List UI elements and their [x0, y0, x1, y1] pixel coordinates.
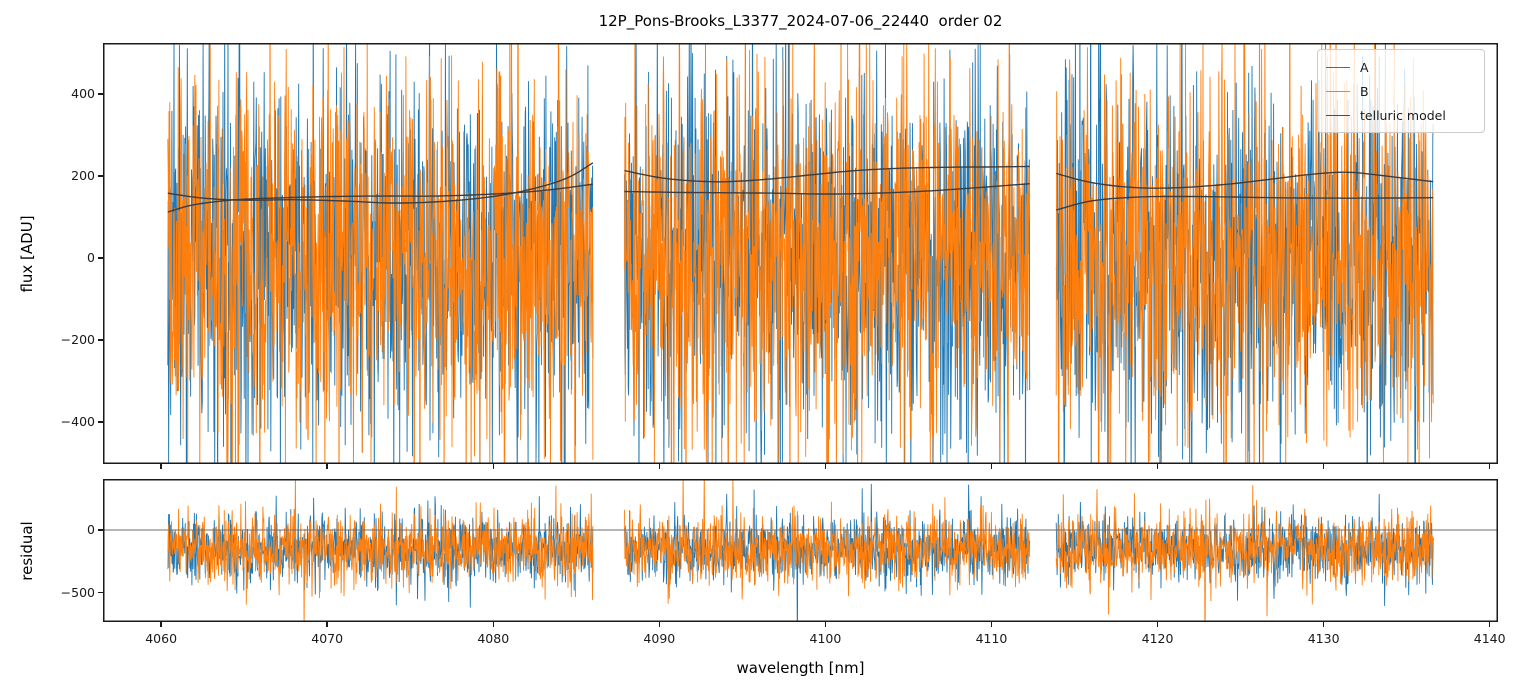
x-tick-label: 4130	[1307, 631, 1340, 646]
x-tick	[326, 464, 328, 469]
x-tick	[492, 464, 494, 469]
x-tick-label: 4060	[145, 631, 178, 646]
x-tick	[160, 464, 162, 469]
x-tick	[326, 622, 328, 627]
y-tick-label: 400	[71, 85, 95, 101]
x-tick-label: 4090	[643, 631, 676, 646]
y-tick-label: 200	[71, 167, 95, 183]
x-tick	[1322, 464, 1325, 469]
x-tick	[492, 622, 494, 627]
flux-plot-area	[103, 43, 1498, 464]
x-tick	[990, 464, 993, 469]
x-tick-label: 4080	[477, 631, 510, 646]
legend-item-a: A	[1326, 60, 1476, 75]
flux-y-axis-label: flux [ADU]	[18, 214, 36, 293]
y-tick	[98, 339, 103, 341]
x-tick	[1156, 464, 1159, 469]
legend-label-a: A	[1360, 59, 1369, 75]
y-tick	[98, 529, 103, 531]
residual-y-axis-label: residual	[18, 520, 36, 581]
y-tick-label: −200	[60, 332, 95, 348]
x-tick-label: 4070	[311, 631, 344, 646]
legend-line-telluric-icon	[1326, 114, 1350, 116]
y-tick-label: 0	[87, 522, 95, 537]
x-tick	[658, 464, 661, 469]
y-tick-label: −500	[60, 584, 95, 600]
y-tick	[98, 591, 103, 594]
y-tick-label: 0	[87, 250, 95, 265]
chart-title: 12P_Pons-Brooks_L3377_2024-07-06_22440 o…	[598, 12, 1003, 30]
legend-label-b: B	[1360, 83, 1369, 99]
x-tick-label: 4120	[1141, 631, 1174, 646]
y-tick	[98, 421, 103, 423]
x-tick	[824, 622, 827, 627]
legend-line-a-icon	[1326, 66, 1350, 68]
x-tick	[1156, 622, 1159, 627]
x-tick	[1322, 622, 1325, 627]
legend: A B telluric model	[1317, 49, 1485, 133]
x-tick-label: 4140	[1473, 631, 1506, 646]
y-tick	[98, 93, 103, 95]
x-tick	[160, 622, 162, 627]
y-tick	[98, 175, 103, 177]
legend-line-b-icon	[1326, 90, 1350, 92]
legend-item-telluric-model: telluric model	[1326, 108, 1476, 123]
y-tick-label: −400	[60, 414, 95, 430]
y-tick	[98, 257, 103, 259]
legend-item-b: B	[1326, 84, 1476, 99]
x-tick	[990, 622, 993, 627]
residual-plot-area	[103, 479, 1498, 622]
x-tick-label: 4100	[809, 631, 842, 646]
x-tick	[824, 464, 827, 469]
x-axis-label: wavelength [nm]	[736, 659, 865, 677]
x-tick	[658, 622, 661, 627]
legend-label-telluric: telluric model	[1360, 107, 1446, 123]
x-tick	[1488, 622, 1491, 627]
x-tick	[1488, 464, 1491, 469]
x-tick-label: 4110	[975, 631, 1008, 646]
